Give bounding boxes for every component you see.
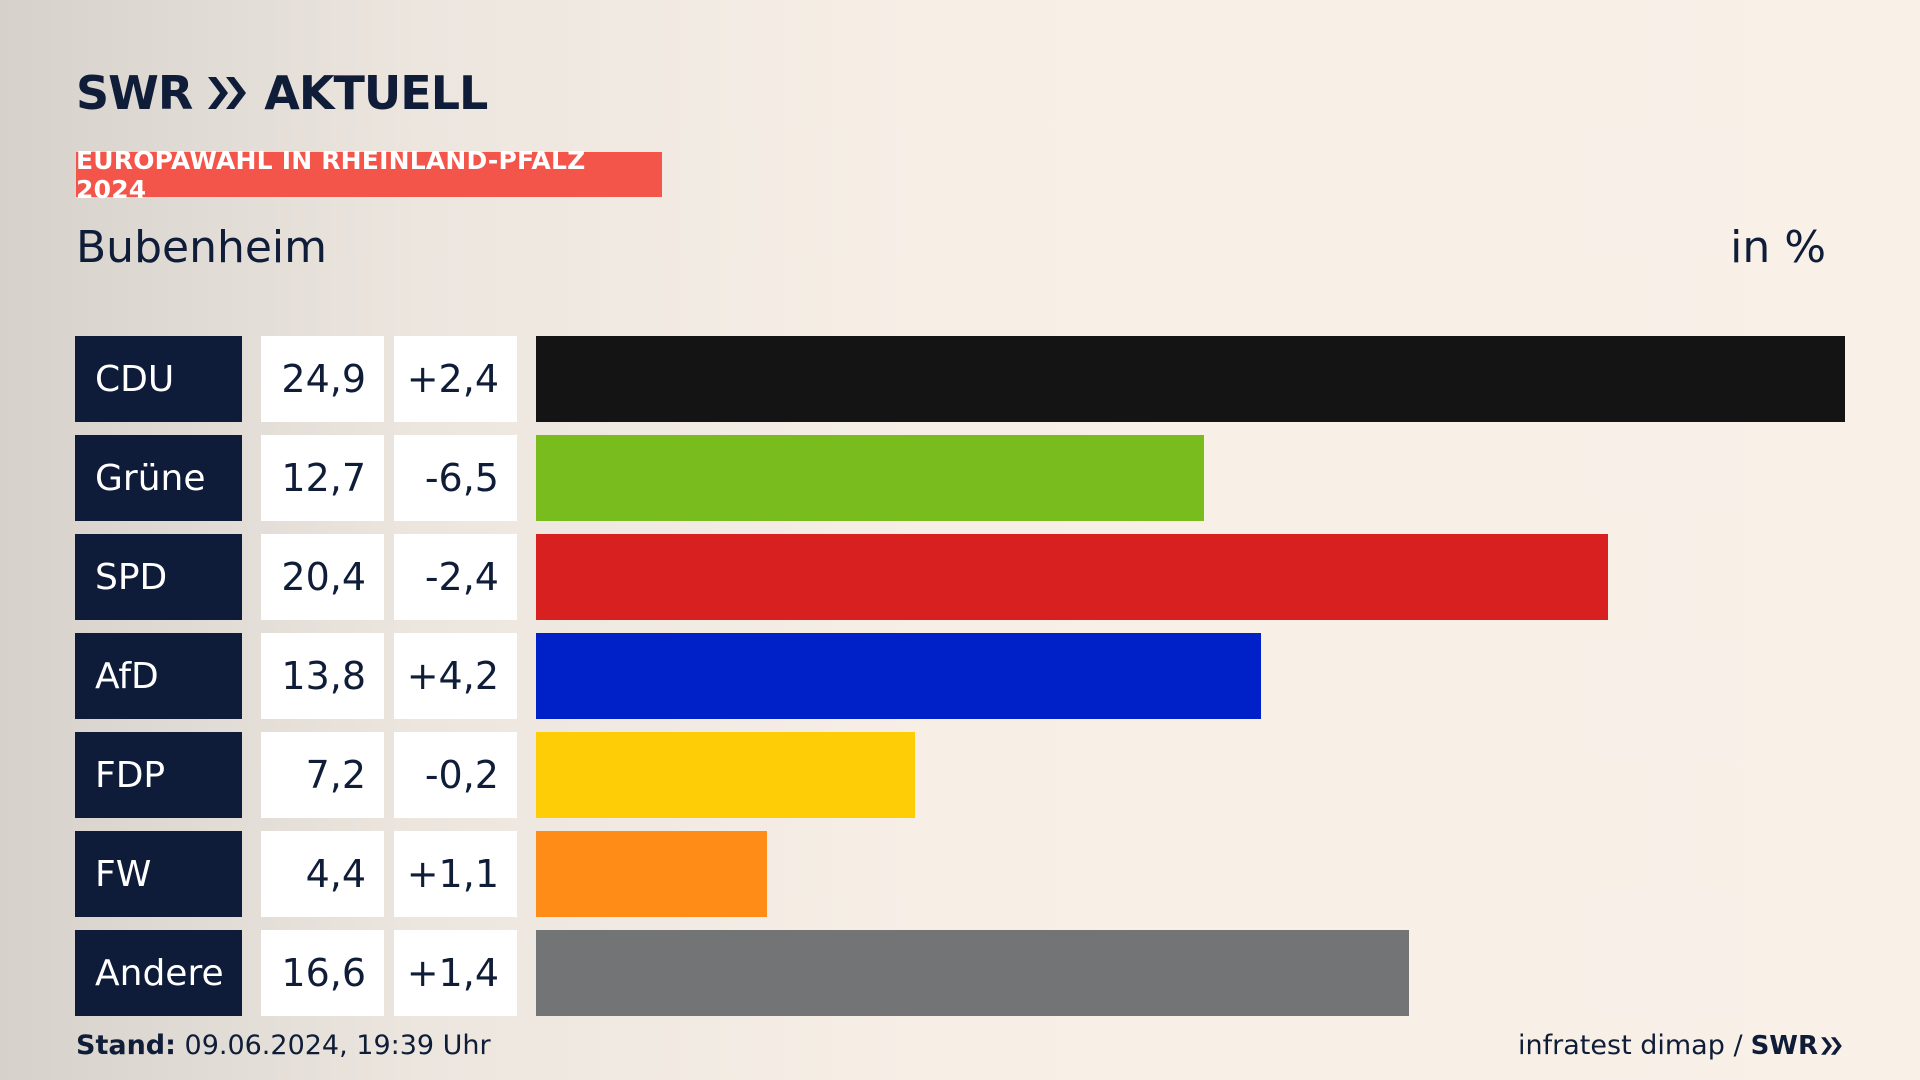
vote-change-value: +2,4	[394, 336, 517, 422]
vote-change-value: -6,5	[394, 435, 517, 521]
vote-change-value: +1,4	[394, 930, 517, 1016]
result-bar	[536, 435, 1204, 521]
logo-swr-text: SWR	[76, 66, 193, 120]
logo-aktuell-text: AKTUELL	[264, 66, 488, 120]
vote-share-value: 7,2	[261, 732, 384, 818]
result-row: Andere 16,6 +1,4	[0, 930, 1920, 1016]
result-bar	[536, 732, 915, 818]
source-text: infratest dimap /	[1518, 1030, 1743, 1061]
party-label: FW	[75, 831, 242, 917]
mini-logo-text: SWR	[1750, 1030, 1818, 1061]
party-label: Grüne	[75, 435, 242, 521]
vote-change-value: -2,4	[394, 534, 517, 620]
party-label: CDU	[75, 336, 242, 422]
source-credit: infratest dimap / SWR	[1518, 1030, 1844, 1061]
place-title: Bubenheim	[76, 222, 328, 273]
swr-aktuell-logo: SWR AKTUELL	[76, 66, 488, 120]
result-row: FDP 7,2 -0,2	[0, 732, 1920, 818]
vote-share-value: 16,6	[261, 930, 384, 1016]
result-bar	[536, 633, 1261, 719]
result-row: FW 4,4 +1,1	[0, 831, 1920, 917]
result-bar	[536, 534, 1608, 620]
vote-change-value: +1,1	[394, 831, 517, 917]
stand-label: Stand:	[76, 1030, 176, 1061]
result-bar	[536, 930, 1409, 1016]
timestamp: Stand: 09.06.2024, 19:39 Uhr	[76, 1030, 491, 1061]
unit-label: in %	[1730, 222, 1826, 273]
result-row: SPD 20,4 -2,4	[0, 534, 1920, 620]
party-label: AfD	[75, 633, 242, 719]
result-row: CDU 24,9 +2,4	[0, 336, 1920, 422]
result-bar	[536, 831, 767, 917]
vote-change-value: -0,2	[394, 732, 517, 818]
party-label: FDP	[75, 732, 242, 818]
double-chevron-icon	[208, 77, 247, 109]
vote-share-value: 24,9	[261, 336, 384, 422]
result-row: Grüne 12,7 -6,5	[0, 435, 1920, 521]
party-label: SPD	[75, 534, 242, 620]
vote-change-value: +4,2	[394, 633, 517, 719]
vote-share-value: 13,8	[261, 633, 384, 719]
stand-value: 09.06.2024, 19:39 Uhr	[184, 1030, 491, 1061]
swr-mini-logo: SWR	[1751, 1031, 1844, 1061]
vote-share-value: 20,4	[261, 534, 384, 620]
vote-share-value: 12,7	[261, 435, 384, 521]
vote-share-value: 4,4	[261, 831, 384, 917]
result-row: AfD 13,8 +4,2	[0, 633, 1920, 719]
result-bar	[536, 336, 1845, 422]
double-chevron-small-icon	[1821, 1036, 1842, 1055]
party-label: Andere	[75, 930, 242, 1016]
